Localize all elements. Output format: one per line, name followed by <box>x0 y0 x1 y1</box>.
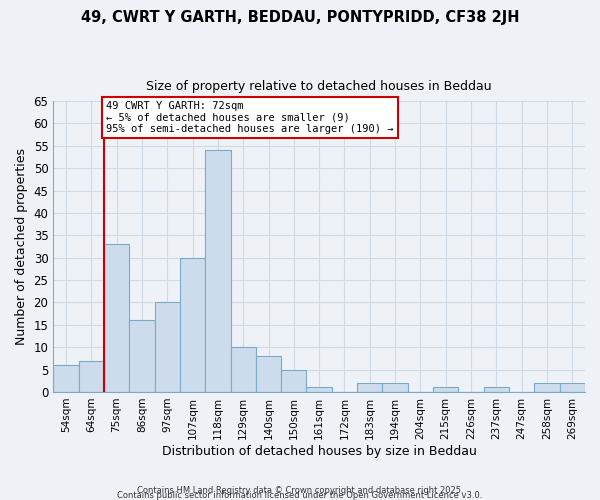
Bar <box>382 383 408 392</box>
Bar <box>79 360 104 392</box>
X-axis label: Distribution of detached houses by size in Beddau: Distribution of detached houses by size … <box>162 444 476 458</box>
Text: 49, CWRT Y GARTH, BEDDAU, PONTYPRIDD, CF38 2JH: 49, CWRT Y GARTH, BEDDAU, PONTYPRIDD, CF… <box>81 10 519 25</box>
Bar <box>281 370 307 392</box>
Text: Contains public sector information licensed under the Open Government Licence v3: Contains public sector information licen… <box>118 490 482 500</box>
Bar <box>230 347 256 392</box>
Bar <box>129 320 155 392</box>
Bar <box>104 244 129 392</box>
Y-axis label: Number of detached properties: Number of detached properties <box>15 148 28 345</box>
Bar <box>433 388 458 392</box>
Bar <box>357 383 382 392</box>
Text: 49 CWRT Y GARTH: 72sqm
← 5% of detached houses are smaller (9)
95% of semi-detac: 49 CWRT Y GARTH: 72sqm ← 5% of detached … <box>106 101 394 134</box>
Bar <box>180 258 205 392</box>
Bar <box>484 388 509 392</box>
Title: Size of property relative to detached houses in Beddau: Size of property relative to detached ho… <box>146 80 492 93</box>
Bar <box>155 302 180 392</box>
Bar <box>205 150 230 392</box>
Bar <box>307 388 332 392</box>
Bar <box>53 365 79 392</box>
Bar <box>560 383 585 392</box>
Bar <box>535 383 560 392</box>
Text: Contains HM Land Registry data © Crown copyright and database right 2025.: Contains HM Land Registry data © Crown c… <box>137 486 463 495</box>
Bar <box>256 356 281 392</box>
